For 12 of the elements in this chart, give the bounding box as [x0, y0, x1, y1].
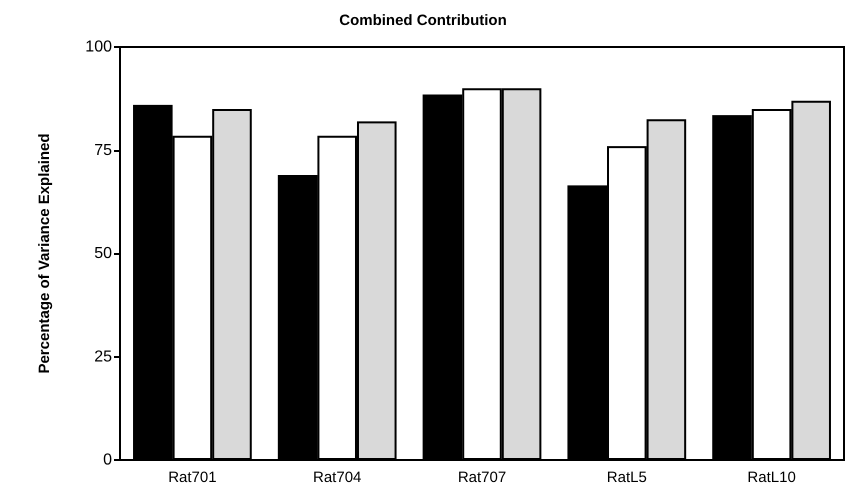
x-tick-label: Rat704 [313, 469, 362, 486]
y-tick-label: 0 [103, 452, 112, 468]
x-tick-label: Rat701 [168, 469, 217, 486]
chart-title: Combined Contribution [339, 12, 507, 29]
y-axis-title: Percentage of Variance Explained [36, 133, 53, 374]
x-tick-label: RatL10 [747, 469, 796, 486]
x-tick-label: RatL5 [606, 469, 647, 486]
y-tick-label: 75 [94, 142, 112, 159]
y-tick-label: 50 [94, 245, 112, 262]
y-tick-label: 100 [85, 38, 112, 56]
y-tick-label: 25 [94, 348, 112, 366]
x-tick-label: Rat707 [458, 469, 506, 486]
